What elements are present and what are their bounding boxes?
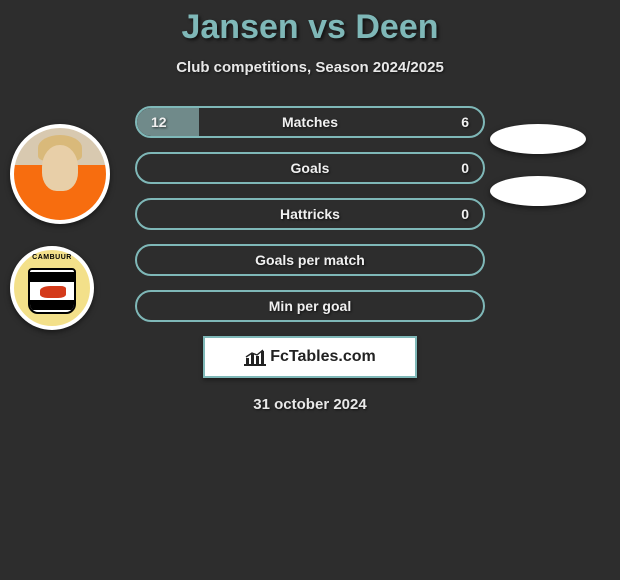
- stat-row-goals-per-match: Goals per match: [135, 244, 485, 276]
- player1-club-logo: CAMBUUR: [10, 246, 94, 330]
- right-column: [490, 124, 600, 228]
- club-name: CAMBUUR: [14, 254, 90, 261]
- player1-photo: [10, 124, 110, 224]
- stat-label: Goals: [291, 160, 330, 176]
- stat-left-value: 12: [151, 114, 167, 130]
- player2-photo-placeholder: [490, 124, 586, 154]
- brand-box[interactable]: FcTables.com: [203, 336, 417, 378]
- stat-fill: [137, 108, 199, 136]
- stat-row-goals: Goals 0: [135, 152, 485, 184]
- date-text: 31 october 2024: [0, 396, 620, 413]
- page-title: Jansen vs Deen: [0, 8, 620, 47]
- player2-club-placeholder: [490, 176, 586, 206]
- stat-right-value: 0: [461, 160, 469, 176]
- stats-list: 12 Matches 6 Goals 0 Hattricks 0 Goals p…: [135, 106, 485, 322]
- stat-label: Min per goal: [269, 298, 351, 314]
- bar-chart-icon: [244, 348, 266, 366]
- stat-label: Goals per match: [255, 252, 365, 268]
- stat-right-value: 6: [461, 114, 469, 130]
- stat-label: Hattricks: [280, 206, 340, 222]
- stat-row-matches: 12 Matches 6: [135, 106, 485, 138]
- brand-text: FcTables.com: [270, 348, 376, 366]
- stat-row-min-per-goal: Min per goal: [135, 290, 485, 322]
- stat-label: Matches: [282, 114, 338, 130]
- stat-right-value: 0: [461, 206, 469, 222]
- subtitle: Club competitions, Season 2024/2025: [0, 59, 620, 76]
- left-column: CAMBUUR: [10, 124, 110, 330]
- stat-row-hattricks: Hattricks 0: [135, 198, 485, 230]
